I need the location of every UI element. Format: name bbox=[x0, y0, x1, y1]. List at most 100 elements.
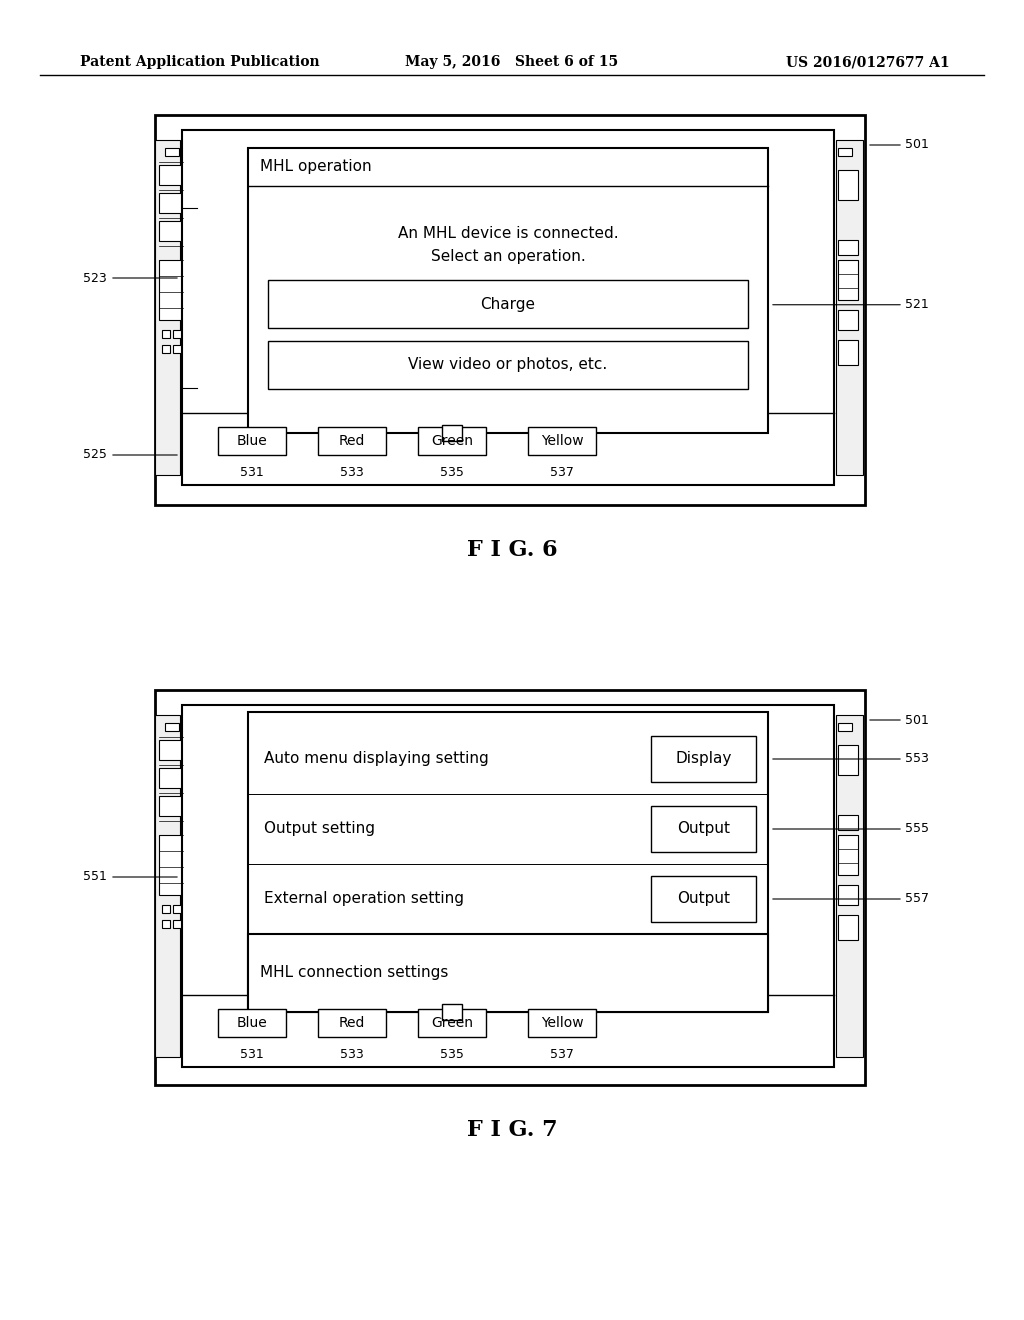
Bar bbox=[651, 807, 756, 851]
Text: Select an operation.: Select an operation. bbox=[431, 248, 586, 264]
Bar bbox=[248, 935, 768, 1012]
Text: 535: 535 bbox=[440, 1048, 464, 1061]
Text: Green: Green bbox=[431, 1016, 473, 1030]
Bar bbox=[651, 876, 756, 921]
Bar bbox=[165, 723, 179, 731]
Bar bbox=[268, 341, 748, 389]
Bar bbox=[838, 723, 852, 731]
Text: 533: 533 bbox=[340, 1048, 364, 1061]
Text: Charge: Charge bbox=[480, 297, 536, 312]
Bar bbox=[268, 280, 748, 327]
Bar bbox=[159, 220, 181, 242]
Bar bbox=[318, 1008, 386, 1038]
Text: Output: Output bbox=[677, 891, 730, 907]
Bar bbox=[173, 345, 181, 352]
Text: 557: 557 bbox=[905, 892, 929, 906]
Bar bbox=[318, 426, 386, 455]
Text: Output setting: Output setting bbox=[264, 821, 375, 837]
Bar bbox=[442, 1005, 462, 1020]
Bar bbox=[173, 906, 181, 913]
Text: 501: 501 bbox=[905, 139, 929, 152]
Bar bbox=[159, 796, 181, 816]
Bar bbox=[418, 426, 486, 455]
Text: 531: 531 bbox=[240, 466, 264, 479]
Bar bbox=[182, 705, 834, 1067]
Bar bbox=[159, 836, 181, 895]
Bar bbox=[159, 768, 181, 788]
Bar bbox=[838, 744, 858, 775]
Bar bbox=[159, 741, 181, 760]
Bar bbox=[838, 260, 858, 300]
Bar bbox=[162, 920, 170, 928]
Text: Red: Red bbox=[339, 434, 366, 447]
Ellipse shape bbox=[839, 205, 857, 235]
Bar bbox=[155, 715, 180, 1057]
Text: Blue: Blue bbox=[237, 434, 267, 447]
Text: MHL connection settings: MHL connection settings bbox=[260, 965, 449, 981]
Text: Yellow: Yellow bbox=[541, 434, 584, 447]
Text: Blue: Blue bbox=[237, 1016, 267, 1030]
Text: F I G. 6: F I G. 6 bbox=[467, 539, 557, 561]
Text: 525: 525 bbox=[83, 449, 106, 462]
Bar bbox=[159, 165, 181, 185]
Bar bbox=[528, 1008, 596, 1038]
Text: External operation setting: External operation setting bbox=[264, 891, 464, 907]
Bar bbox=[155, 115, 865, 506]
Bar bbox=[248, 711, 768, 1012]
Bar bbox=[155, 140, 180, 475]
Bar bbox=[838, 310, 858, 330]
Text: 555: 555 bbox=[905, 822, 929, 836]
Text: Patent Application Publication: Patent Application Publication bbox=[80, 55, 319, 69]
Text: 553: 553 bbox=[905, 752, 929, 766]
Bar bbox=[838, 884, 858, 906]
Text: Output: Output bbox=[677, 821, 730, 837]
Text: Green: Green bbox=[431, 434, 473, 447]
Text: Yellow: Yellow bbox=[541, 1016, 584, 1030]
Bar bbox=[173, 920, 181, 928]
Text: F I G. 7: F I G. 7 bbox=[467, 1119, 557, 1140]
Bar bbox=[182, 129, 834, 484]
Text: 523: 523 bbox=[83, 272, 106, 285]
Bar bbox=[836, 140, 863, 475]
Text: 533: 533 bbox=[340, 466, 364, 479]
Text: 521: 521 bbox=[905, 298, 929, 312]
Bar bbox=[528, 426, 596, 455]
Bar bbox=[155, 690, 865, 1085]
Bar bbox=[162, 345, 170, 352]
Text: 537: 537 bbox=[550, 1048, 573, 1061]
Text: An MHL device is connected.: An MHL device is connected. bbox=[397, 226, 618, 240]
Text: View video or photos, etc.: View video or photos, etc. bbox=[409, 358, 607, 372]
Bar bbox=[838, 814, 858, 830]
Bar bbox=[159, 260, 181, 319]
Bar bbox=[248, 148, 768, 433]
Bar bbox=[838, 170, 858, 201]
Bar bbox=[838, 341, 858, 366]
Bar bbox=[418, 1008, 486, 1038]
Bar bbox=[162, 906, 170, 913]
Bar bbox=[218, 426, 286, 455]
Text: 531: 531 bbox=[240, 1048, 264, 1061]
Bar bbox=[838, 836, 858, 875]
Text: 501: 501 bbox=[905, 714, 929, 726]
Text: May 5, 2016   Sheet 6 of 15: May 5, 2016 Sheet 6 of 15 bbox=[406, 55, 618, 69]
Bar bbox=[838, 240, 858, 255]
Bar bbox=[165, 148, 179, 156]
Text: Display: Display bbox=[675, 751, 732, 767]
Bar bbox=[836, 715, 863, 1057]
Bar bbox=[838, 148, 852, 156]
Bar bbox=[159, 193, 181, 213]
Text: Auto menu displaying setting: Auto menu displaying setting bbox=[264, 751, 488, 767]
Text: Red: Red bbox=[339, 1016, 366, 1030]
Bar bbox=[651, 737, 756, 781]
Bar bbox=[442, 425, 462, 441]
Text: US 2016/0127677 A1: US 2016/0127677 A1 bbox=[786, 55, 950, 69]
Bar bbox=[218, 1008, 286, 1038]
Text: 535: 535 bbox=[440, 466, 464, 479]
Ellipse shape bbox=[839, 780, 857, 810]
Bar bbox=[173, 330, 181, 338]
Text: 537: 537 bbox=[550, 466, 573, 479]
Text: MHL operation: MHL operation bbox=[260, 160, 372, 174]
Text: 551: 551 bbox=[83, 870, 106, 883]
Bar bbox=[838, 915, 858, 940]
Bar bbox=[162, 330, 170, 338]
